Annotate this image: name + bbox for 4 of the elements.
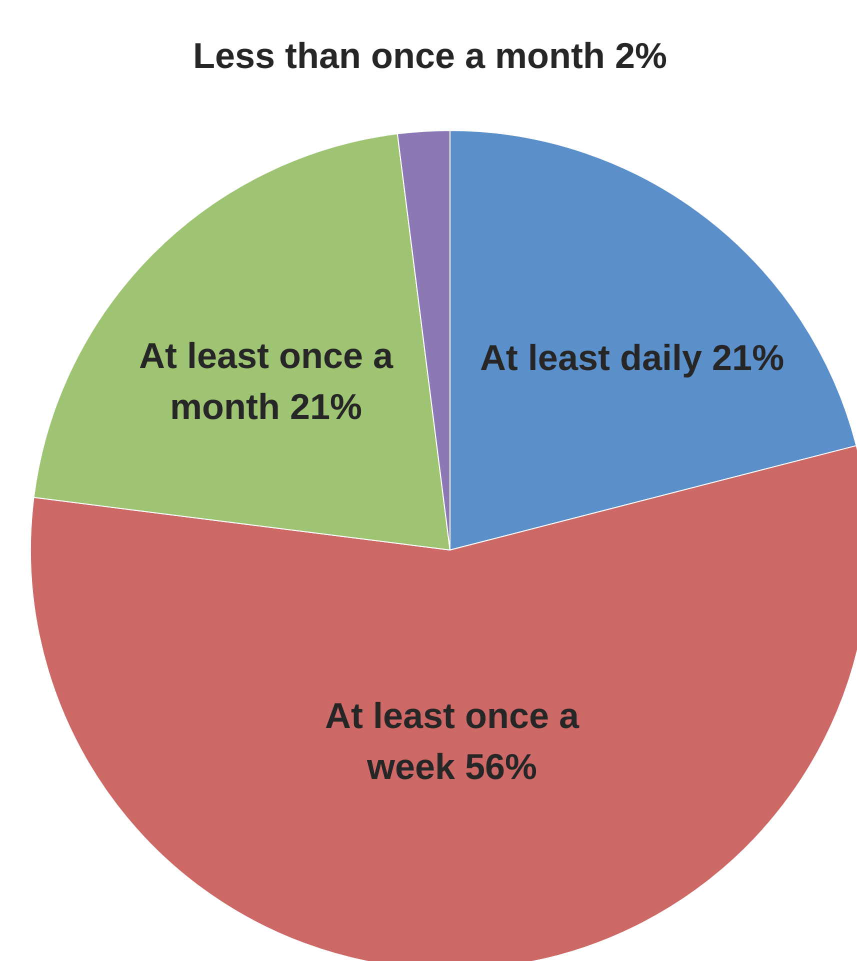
slice-label: At least daily 21%	[480, 336, 784, 378]
slice-label: Less than once a month 2%	[192, 34, 668, 76]
slice-label: At least once a week 56%	[324, 694, 580, 787]
slice-label: At least once a month 21%	[138, 334, 394, 427]
